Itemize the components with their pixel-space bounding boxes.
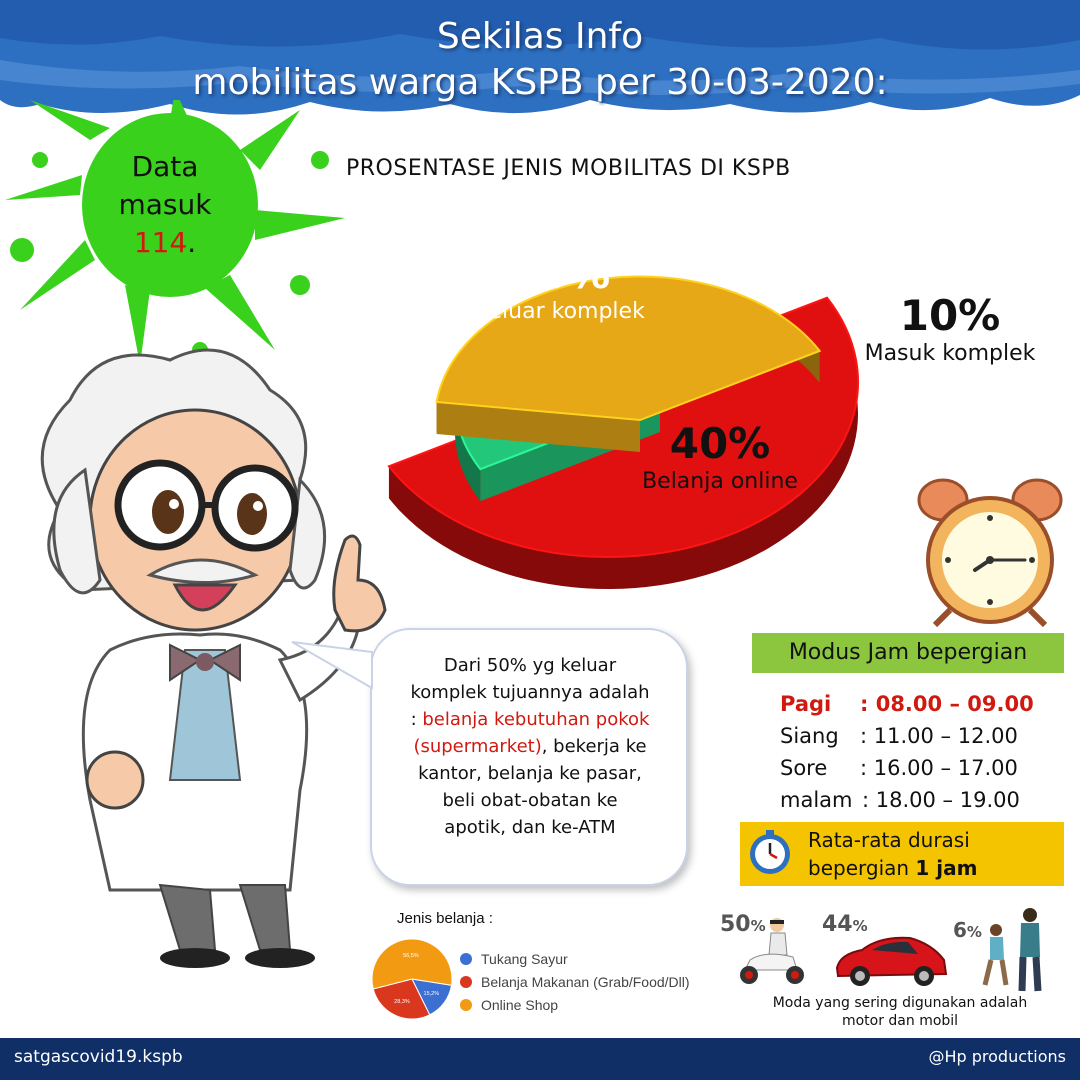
legend-label: Belanja Makanan (Grab/Food/Dll) [481,973,690,990]
moda-pct-sign: % [966,923,982,941]
data-masuk-count: 114 [133,226,188,259]
moda-pct-sign: % [852,917,868,935]
slice-pct-keluar: 50% [509,249,611,298]
schedule-label: Sore [780,756,828,780]
slice-name-keluar: Keluar komplek [475,299,645,324]
schedule-row: Siang : 11.00 – 12.00 [780,720,1070,752]
legend-label: Online Shop [481,996,559,1013]
moda-pct-value: 44 [822,912,853,937]
schedule-time: : 16.00 – 17.00 [860,756,1018,780]
data-masuk-count-row: 114. [95,224,235,262]
professor-illustration [40,348,387,968]
bubble-line-4: (supermarket), bekerja ke [380,733,680,760]
durasi-line-2-prefix: bepergian [808,856,916,880]
bubble-highlight-1: belanja kebutuhan pokok [422,709,650,730]
legend-dot-icon [460,998,472,1011]
schedule-label: malam [780,788,853,812]
header-banner [0,0,1080,115]
moda-pct-sign: % [750,917,766,935]
mini-pie-data-label: 28,3% [394,999,410,1005]
data-masuk-line-1: Data [131,150,199,183]
schedule-row: malam : 18.00 – 19.00 [780,784,1070,816]
jenis-belanja-legend: Tukang Sayur Belanja Makanan (Grab/Food/… [460,947,690,1016]
schedule-label: Pagi [780,692,832,716]
bubble-line-2: komplek tujuannya adalah [410,682,650,703]
slice-pct-masuk: 10% [899,291,1001,340]
mini-pie-slice [371,938,453,990]
jenis-belanja-title: Jenis belanja : [397,910,493,927]
footer-bar: satgascovid19.kspb @Hp productions [0,1038,1080,1080]
bubble-line-3-prefix: : [410,709,423,730]
speech-bubble [370,628,688,886]
durasi-line-1: Rata-rata durasi [808,828,970,852]
title-line-1: Sekilas Info [436,16,644,57]
legend-dot-icon [460,952,472,965]
moda-pct-value: 6 [953,918,967,942]
mini-pie-data-label: 56,5% [403,953,419,959]
bubble-line-5: kantor, belanja ke pasar, [418,763,642,784]
scooter-rider-icon [740,918,804,984]
schedule-row: Sore : 16.00 – 17.00 [780,752,1070,784]
page-title: Sekilas Info mobilitas warga KSPB per 30… [0,14,1080,106]
bubble-text: Dari 50% yg keluar komplek tujuannya ada… [380,652,680,841]
durasi-line-2: bepergian 1 jam [808,854,1058,882]
moda-pct-value: 50 [720,912,751,937]
legend-item: Tukang Sayur [460,947,690,970]
legend-dot-icon [460,975,472,988]
slice-pct-belanja: 40% [669,419,771,468]
schedule-label: Siang [780,724,839,748]
legend-item: Online Shop [460,993,690,1016]
data-masuk-label: Data masuk 114. [95,148,235,262]
moda-caption-line-2: motor dan mobil [841,1013,959,1029]
mini-pie-slice [372,978,431,1020]
durasi-text: Rata-rata durasi bepergian 1 jam [808,826,1058,882]
moda-caption-line-1: Moda yang sering digunakan adalah [772,995,1028,1011]
data-masuk-count-suffix: . [187,226,197,259]
schedule-row: Pagi : 08.00 – 09.00 [780,688,1070,720]
car-icon [835,936,948,986]
jenis-belanja-pie-chart: 15,2% 28,3% 56,5% [371,938,453,1020]
moda-caption: Moda yang sering digunakan adalah motor … [735,994,1065,1030]
alarm-clock-icon [917,478,1063,628]
durasi-value: 1 jam [915,856,978,880]
schedule-list: Pagi : 08.00 – 09.00 Siang : 11.00 – 12.00… [780,688,1070,816]
durasi-box [740,822,1064,886]
bubble-line-1: Dari 50% yg keluar [443,655,617,676]
speech-bubble-tail [291,641,373,690]
slice-label-keluar: 50% Keluar komplek [440,250,680,326]
moda-pct-mobil: 44% [822,912,868,937]
pie-slice-3 [435,275,822,452]
slice-name-belanja: Belanja online [642,469,798,494]
moda-pct-motor: 50% [720,912,766,937]
walking-people-icon [982,908,1042,992]
bubble-line-6: beli obat-obatan ke [442,790,618,811]
bubble-line-7: apotik, dan ke-ATM [444,817,616,838]
stopwatch-icon [750,830,790,874]
slice-label-masuk: 10% Masuk komplek [835,292,1065,368]
data-masuk-line-2: masuk [118,188,212,221]
slice-label-belanja: 40% Belanja online [600,420,840,496]
mini-pie-data-label: 15,2% [424,991,440,997]
bubble-highlight-2: (supermarket) [413,736,542,757]
footer-credit: @Hp productions [928,1047,1066,1066]
footer-handle: satgascovid19.kspb [14,1047,183,1067]
schedule-time: : 18.00 – 19.00 [862,788,1020,812]
pie-chart-title: PROSENTASE JENIS MOBILITAS DI KSPB [346,156,791,181]
schedule-time: : 11.00 – 12.00 [860,724,1018,748]
schedule-time: : 08.00 – 09.00 [860,692,1034,716]
slice-name-masuk: Masuk komplek [864,341,1036,366]
green-splat-shape [5,100,345,365]
bubble-line-3: : belanja kebutuhan pokok [380,706,680,733]
bubble-line-4-rest: , bekerja ke [541,736,647,757]
legend-label: Tukang Sayur [481,950,568,967]
legend-item: Belanja Makanan (Grab/Food/Dll) [460,970,690,993]
moda-pct-jalan: 6% [953,918,982,942]
title-line-2: mobilitas warga KSPB per 30-03-2020: [192,62,888,103]
mobility-pie-chart [387,275,859,589]
modus-jam-heading: Modus Jam bepergian [752,633,1064,673]
